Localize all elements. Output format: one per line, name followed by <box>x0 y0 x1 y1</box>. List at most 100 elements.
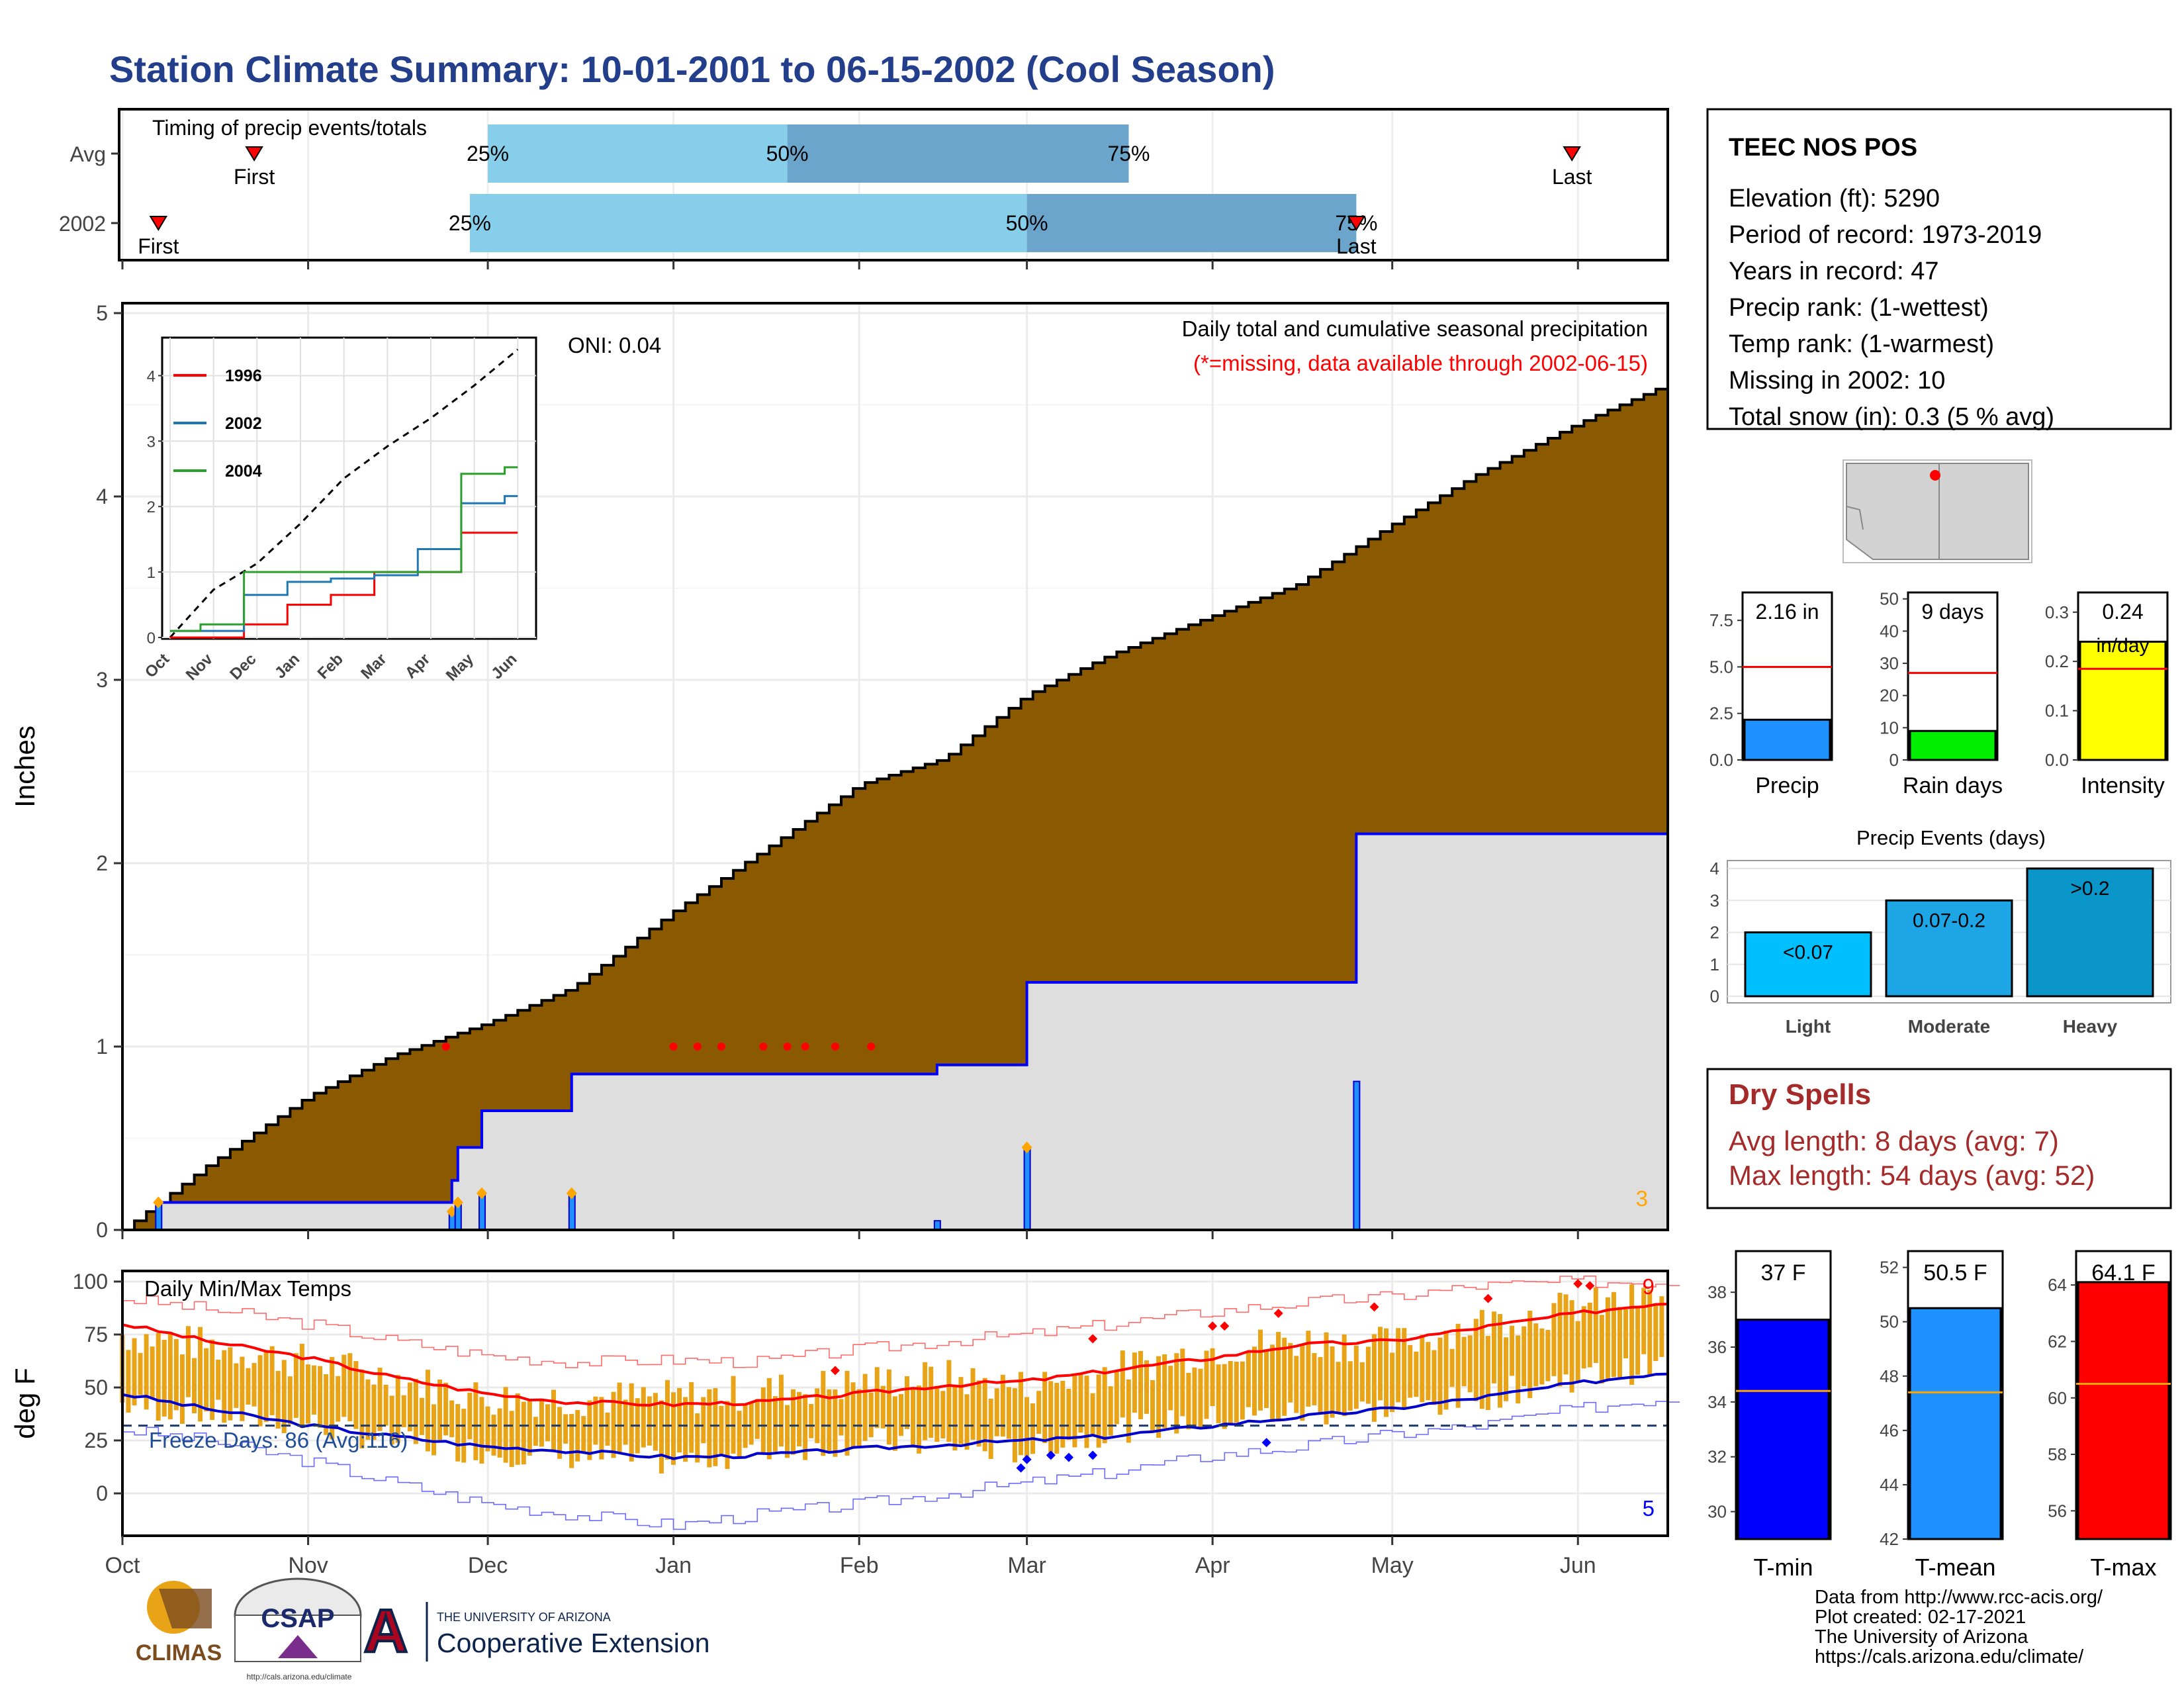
daily-temp-bar <box>1306 1331 1311 1407</box>
arizona-shape <box>1846 463 1940 560</box>
daily-temp-bar <box>1473 1319 1479 1401</box>
daily-temp-bar <box>216 1359 221 1400</box>
daily-temp-bar <box>1150 1380 1156 1431</box>
daily-temp-bar <box>940 1391 946 1439</box>
daily-temp-bar <box>395 1375 400 1443</box>
daily-temp-bar <box>1426 1342 1431 1401</box>
temp-bar-value-label: 64.1 F <box>2091 1260 2155 1286</box>
daily-temp-bar <box>1455 1323 1461 1408</box>
station-frame <box>1706 108 2172 430</box>
temp-bar-tick-label: 58 <box>2048 1444 2067 1464</box>
events-bar <box>2026 867 2154 998</box>
daily-temp-bar <box>994 1388 999 1436</box>
record-low-line <box>122 1401 1680 1530</box>
daily-temp-bar <box>1623 1309 1629 1358</box>
daily-temp-bar <box>1365 1346 1371 1404</box>
missing-day-marker <box>759 1043 768 1051</box>
events-bar <box>1744 931 1872 998</box>
events-tick-label: 3 <box>1710 890 1719 910</box>
daily-temp-bar <box>917 1385 922 1454</box>
daily-temp-bar <box>1539 1328 1545 1385</box>
daily-temp-bar <box>318 1366 323 1428</box>
new-mexico-shape <box>1938 463 2029 560</box>
temp-bar-name: T-mean <box>1915 1554 1995 1581</box>
daily-temp-bar <box>946 1360 952 1442</box>
inset-frame <box>161 336 537 640</box>
daily-temp-bar <box>653 1393 658 1451</box>
daily-temp-bar <box>677 1387 682 1453</box>
daily-temp-bar <box>461 1409 467 1463</box>
daily-temp-bar <box>599 1397 604 1460</box>
daily-temp-bar <box>647 1396 652 1446</box>
dry-spells-frame <box>1706 1068 2172 1209</box>
daily-temp-bar <box>970 1368 976 1440</box>
daily-temp-bar <box>880 1385 886 1429</box>
inset-y-tick-label: 4 <box>147 367 156 385</box>
daily-temp-bar <box>671 1392 676 1465</box>
daily-temp-bar <box>766 1378 772 1460</box>
daily-temp-bar <box>515 1393 520 1465</box>
mini-bar-value <box>2079 640 2167 761</box>
daily-temp-bar <box>1162 1354 1167 1429</box>
daily-temp-bar <box>605 1412 610 1446</box>
missing-day-marker <box>441 1043 450 1051</box>
daily-temp-bar <box>389 1395 394 1445</box>
station-name: TEEC NOS POS <box>1729 134 1917 162</box>
daily-temp-bar <box>760 1387 766 1454</box>
precip-chart: 0 1 2 3 4 5 Daily total and cumulative season… <box>9 301 1669 1242</box>
mini-bar-name: Rain days <box>1903 773 2003 798</box>
daily-temp-bar <box>1437 1337 1443 1415</box>
daily-temp-bar <box>617 1382 622 1453</box>
daily-temp-bar <box>419 1397 424 1435</box>
timing-p50-label: 50% <box>766 142 809 165</box>
daily-temp-bar <box>803 1394 808 1460</box>
temp-bar-tick-label: 32 <box>1707 1447 1727 1467</box>
daily-temp-bar <box>347 1353 353 1422</box>
daily-precip-bar <box>1353 1080 1361 1231</box>
daily-temp-bar <box>713 1388 718 1466</box>
temp-bar-tick-label: 52 <box>1880 1258 1899 1278</box>
daily-precip-bar <box>1023 1147 1031 1231</box>
timing-bar-25-50 <box>469 194 1027 252</box>
precip-chart-subtitle: (*=missing, data available through 2002-… <box>1193 351 1648 375</box>
daily-temp-bar <box>330 1357 335 1440</box>
daily-temp-bar <box>988 1398 993 1459</box>
temp-bar-value <box>2077 1281 2170 1540</box>
missing-day-marker <box>783 1043 792 1051</box>
avg-min-line <box>122 1372 1668 1460</box>
daily-temp-bar <box>1186 1372 1191 1430</box>
daily-temp-bar <box>1192 1367 1197 1427</box>
events-title: Precip Events (days) <box>1856 826 2046 849</box>
daily-temp-bar <box>611 1391 616 1458</box>
record-low-marker <box>1261 1438 1271 1448</box>
precip-events-chart: Precip Events (days) 0 1 2 3 4 <0.07 Light 0.07… <box>1710 826 2171 1037</box>
events-bars: 0 1 2 3 4 <0.07 Light 0.07-0.2 Moderate >0.2 Heavy <box>1710 859 2171 1037</box>
daily-temp-bar <box>1216 1364 1221 1423</box>
station-line: Elevation (ft): 5290 <box>1729 185 1940 212</box>
daily-temp-bar <box>809 1403 814 1438</box>
record-high-marker <box>1208 1321 1218 1331</box>
record-high-marker <box>1088 1334 1098 1344</box>
record-high-marker <box>1573 1279 1583 1289</box>
daily-temp-bar <box>1420 1335 1425 1403</box>
daily-temp-bar <box>737 1411 742 1457</box>
daily-temp-bar <box>1294 1356 1299 1413</box>
daily-temp-bar <box>449 1400 455 1438</box>
daily-temp-bar <box>1522 1326 1527 1387</box>
mini-bar-tick-label: 0.0 <box>2045 750 2069 770</box>
daily-temp-range-bars <box>120 1284 1664 1474</box>
daily-temp-bar <box>150 1346 155 1399</box>
timing-last-label: Last <box>1552 165 1592 189</box>
daily-temp-bar <box>833 1389 838 1457</box>
max-record-count: 9 <box>1643 1274 1655 1299</box>
daily-temp-bar <box>312 1365 317 1415</box>
daily-temp-bar <box>581 1416 586 1454</box>
temp-x-tick-label: Jun <box>1560 1553 1596 1578</box>
daily-temp-bar <box>695 1413 700 1463</box>
daily-temp-bar <box>1318 1357 1323 1413</box>
temp-x-tick-label: Nov <box>288 1553 328 1578</box>
station-line: Temp rank: (1-warmest) <box>1729 330 1994 358</box>
daily-temp-bar <box>353 1361 359 1429</box>
temp-y-tick-label: 100 <box>73 1270 108 1293</box>
daily-temp-bar <box>1414 1351 1419 1397</box>
